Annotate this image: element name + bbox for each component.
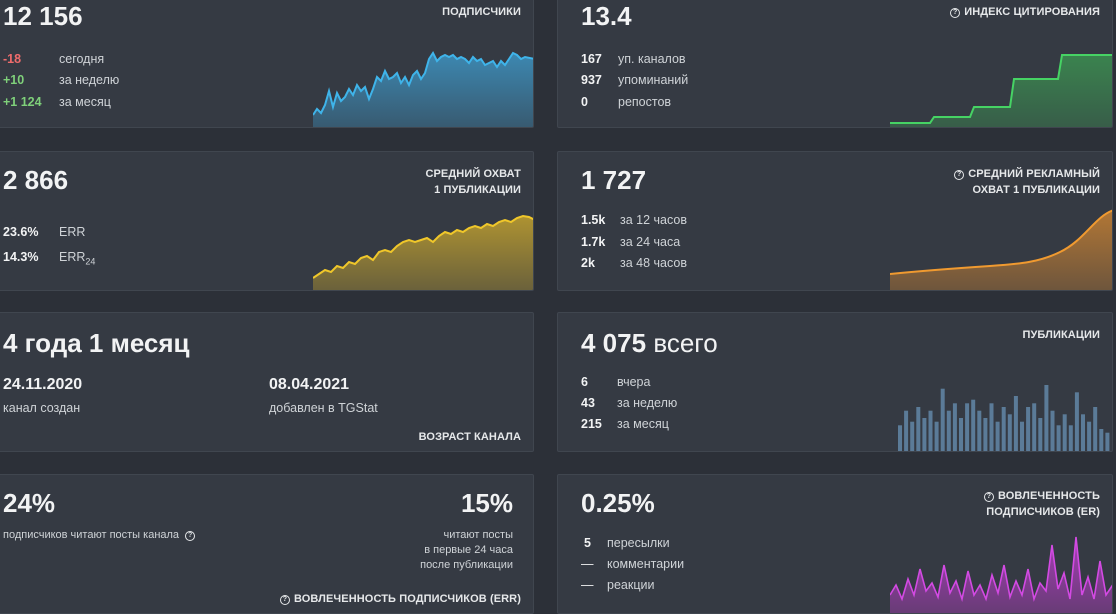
ad-reach-area-chart — [890, 209, 1112, 290]
ad-reach-label: ? СРЕДНИЙ РЕКЛАМНЫЙ ОХВАТ 1 ПУБЛИКАЦИИ — [954, 166, 1100, 198]
publication-bar — [1044, 385, 1049, 451]
publication-bar — [1032, 403, 1037, 451]
added-label: добавлен в TGStat — [269, 401, 378, 415]
publication-bar — [971, 399, 976, 451]
publications-week: 43 за неделю — [581, 396, 678, 410]
publication-bar — [977, 410, 982, 451]
ad-reach-24h: 1.7k за 24 часа — [581, 235, 681, 249]
reach-label: СРЕДНИЙ ОХВАТ 1 ПУБЛИКАЦИИ — [425, 168, 521, 196]
citation-channels: 167 уп. каналов — [581, 52, 686, 66]
er-value: 0.25% — [581, 488, 655, 518]
publication-bar — [940, 388, 945, 451]
publication-bar — [965, 403, 970, 451]
publication-bar — [1081, 414, 1085, 451]
er-area-chart — [890, 536, 1112, 613]
publication-bar — [989, 403, 994, 451]
subscribers-label: ПОДПИСЧИКИ — [442, 6, 521, 18]
ad-reach-card[interactable]: 1 727 ? СРЕДНИЙ РЕКЛАМНЫЙ ОХВАТ 1 ПУБЛИКА… — [557, 151, 1113, 291]
reach-area-chart — [313, 214, 533, 290]
citation-card[interactable]: 13.4 ? ИНДЕКС ЦИТИРОВАНИЯ 167 уп. каналов… — [557, 0, 1113, 128]
publication-bar — [1068, 425, 1073, 451]
er-engagement-card[interactable]: 0.25% ? ВОВЛЕЧЕННОСТЬ ПОДПИСЧИКОВ (ER) 5 … — [557, 474, 1113, 614]
err-text-left: подписчиков читают посты канала ? — [3, 529, 199, 541]
help-icon[interactable]: ? — [185, 531, 196, 541]
subscribers-card[interactable]: 12 156 ПОДПИСЧИКИ -18 сегодня +10 за нед… — [0, 0, 534, 128]
publication-bar — [983, 418, 988, 451]
publication-bar — [934, 421, 939, 451]
err-engagement-card[interactable]: 24% подписчиков читают посты канала ? 15… — [0, 474, 534, 614]
subscribers-area-chart — [313, 51, 533, 127]
publication-bar — [928, 410, 933, 451]
reach-err: 23.6% ERR — [3, 225, 86, 239]
publication-bar — [1074, 392, 1079, 451]
citation-step-chart — [890, 54, 1112, 127]
reach-card[interactable]: 2 866 СРЕДНИЙ ОХВАТ 1 ПУБЛИКАЦИИ 23.6% E… — [0, 151, 534, 291]
created-label: канал создан — [3, 401, 81, 415]
publication-bar — [959, 418, 963, 451]
ad-reach-12h: 1.5k за 12 часов — [581, 213, 687, 227]
citation-reposts: 0 репостов — [581, 95, 672, 109]
publications-yesterday: 6 вчера — [581, 375, 651, 389]
publication-bar — [952, 403, 957, 451]
er-comments: — комментарии — [581, 557, 685, 571]
publication-bar — [1001, 407, 1006, 451]
subscribers-week: +10 за неделю — [3, 73, 120, 87]
publications-month: 215 за месяц — [581, 417, 669, 431]
err-engagement-label: ? ВОВЛЕЧЕННОСТЬ ПОДПИСЧИКОВ (ERR) — [279, 591, 521, 607]
publication-bar — [946, 410, 951, 451]
help-icon[interactable]: ? — [983, 492, 994, 502]
publications-bar-chart — [898, 385, 1110, 451]
publication-bar — [922, 418, 927, 451]
publication-bar — [1020, 421, 1024, 451]
publication-bar — [1007, 414, 1012, 451]
publication-bar — [898, 425, 902, 451]
help-icon[interactable]: ? — [954, 170, 965, 180]
publication-bar — [1038, 418, 1043, 451]
publication-bar — [916, 407, 921, 451]
channel-age-label: ВОЗРАСТ КАНАЛА — [418, 431, 521, 443]
err-percent-right: 15% — [460, 488, 513, 518]
ad-reach-value: 1 727 — [581, 165, 647, 195]
publication-bar — [1013, 396, 1018, 451]
publication-bar — [1093, 407, 1098, 451]
ad-reach-48h: 2k за 48 часов — [581, 256, 687, 270]
publication-bar — [1026, 407, 1031, 451]
er-engagement-label: ? ВОВЛЕЧЕННОСТЬ ПОДПИСЧИКОВ (ER) — [983, 488, 1100, 520]
er-reactions: — реакции — [581, 578, 655, 592]
err-percent-left: 24% — [3, 488, 56, 518]
publications-card[interactable]: 4 075 всего ПУБЛИКАЦИИ 6 вчера 43 за нед… — [557, 312, 1113, 452]
er-forwards: 5 пересылки — [584, 536, 670, 550]
publications-total: 4 075 всего — [581, 328, 718, 358]
publication-bar — [904, 410, 909, 451]
subscribers-count: 12 156 — [3, 1, 83, 31]
help-icon[interactable]: ? — [950, 8, 961, 18]
publication-bar — [1062, 414, 1067, 451]
publication-bar — [1105, 432, 1110, 451]
subscribers-month: +1 124 за месяц — [3, 95, 111, 109]
citation-label: ? ИНДЕКС ЦИТИРОВАНИЯ — [950, 4, 1100, 20]
publication-bar — [1050, 410, 1055, 451]
publication-bar — [910, 421, 915, 451]
publication-bar — [1056, 425, 1061, 451]
channel-age-value: 4 года 1 месяц — [3, 328, 190, 358]
reach-value: 2 866 — [3, 165, 69, 195]
help-icon[interactable]: ? — [279, 595, 290, 605]
created-date: 24.11.2020 — [3, 376, 83, 393]
reach-err24: 14.3% ERR24 — [3, 250, 96, 267]
publications-label: ПУБЛИКАЦИИ — [1022, 329, 1100, 341]
publication-bar — [1087, 421, 1092, 451]
citation-index-value: 13.4 — [581, 1, 632, 31]
publication-bar — [1099, 429, 1104, 451]
subscribers-today: -18 сегодня — [3, 52, 105, 66]
added-date: 08.04.2021 — [269, 376, 350, 393]
err-text-right: читают посты в первые 24 часа после публ… — [420, 529, 513, 571]
publication-bar — [995, 421, 1000, 451]
citation-mentions: 937 упоминаний — [581, 73, 689, 87]
channel-age-card[interactable]: 4 года 1 месяц 24.11.2020 канал создан 0… — [0, 312, 534, 452]
